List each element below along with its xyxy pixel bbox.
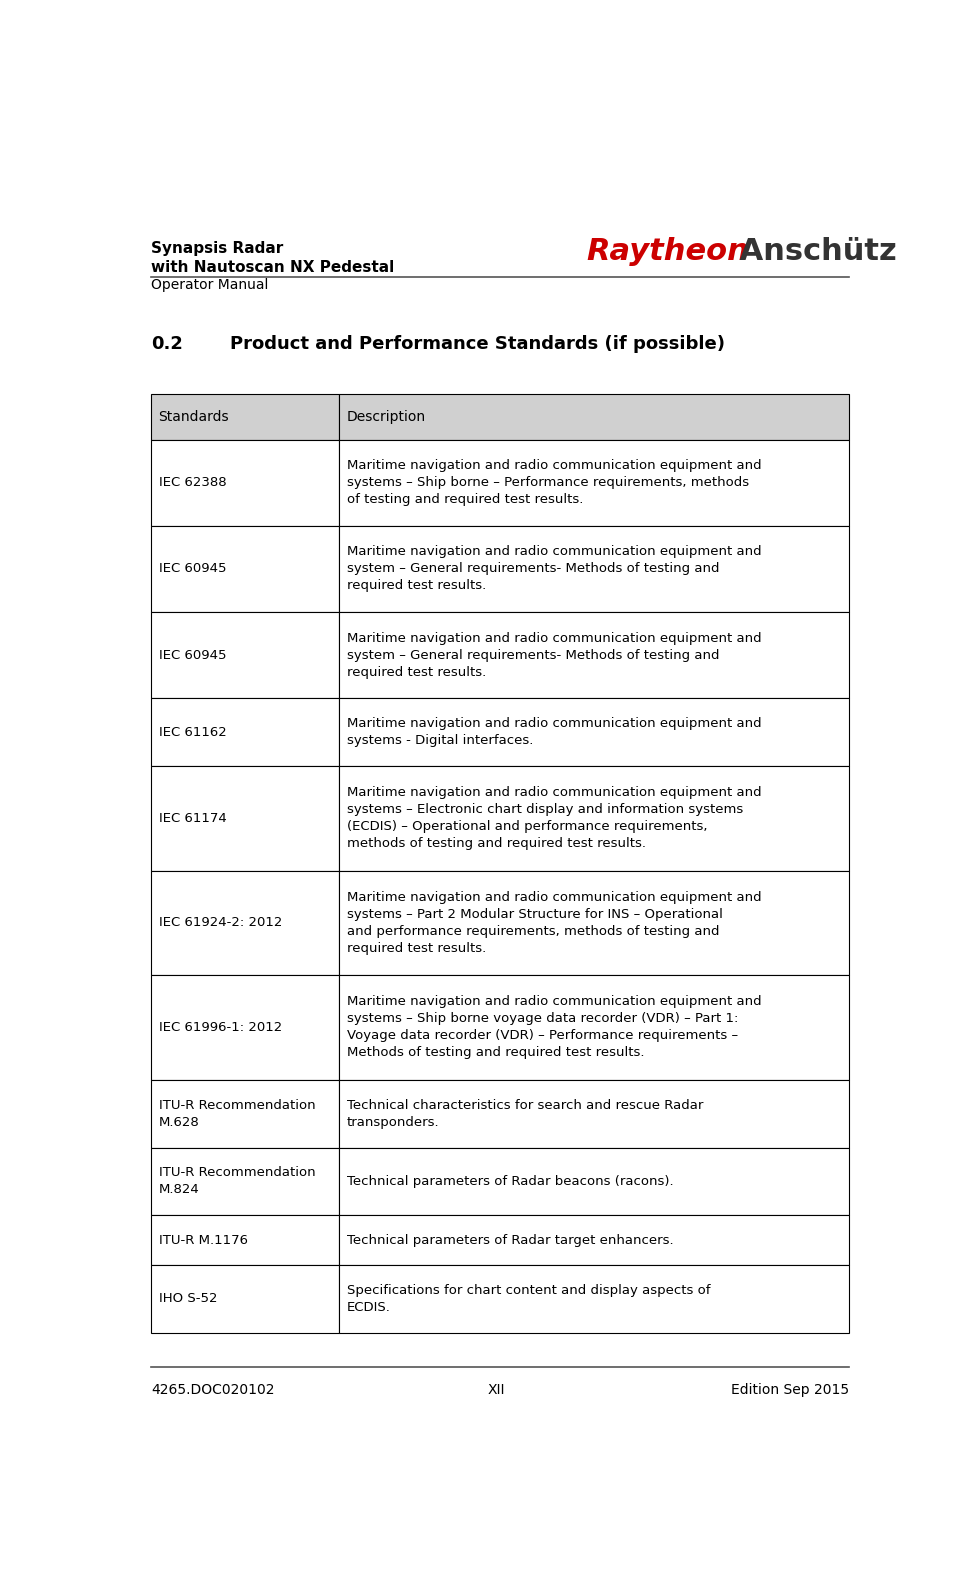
FancyBboxPatch shape (340, 525, 849, 613)
Text: Anschütz: Anschütz (729, 237, 896, 266)
Text: Maritime navigation and radio communication equipment and
systems – Ship borne v: Maritime navigation and radio communicat… (347, 996, 762, 1060)
FancyBboxPatch shape (151, 1265, 340, 1333)
Text: Operator Manual: Operator Manual (151, 278, 268, 291)
FancyBboxPatch shape (151, 1080, 340, 1147)
Text: Description: Description (347, 410, 426, 423)
Text: 0.2: 0.2 (151, 336, 183, 353)
FancyBboxPatch shape (340, 439, 849, 525)
Text: IEC 61996-1: 2012: IEC 61996-1: 2012 (159, 1021, 282, 1034)
FancyBboxPatch shape (151, 439, 340, 525)
FancyBboxPatch shape (151, 1216, 340, 1265)
Text: IEC 61162: IEC 61162 (159, 725, 227, 738)
Text: with Nautoscan NX Pedestal: with Nautoscan NX Pedestal (151, 259, 394, 275)
Text: IEC 61924-2: 2012: IEC 61924-2: 2012 (159, 916, 282, 929)
Text: 4265.DOC020102: 4265.DOC020102 (151, 1383, 275, 1397)
FancyBboxPatch shape (151, 613, 340, 698)
FancyBboxPatch shape (151, 525, 340, 613)
FancyBboxPatch shape (340, 613, 849, 698)
Text: Edition Sep 2015: Edition Sep 2015 (731, 1383, 849, 1397)
Text: Specifications for chart content and display aspects of
ECDIS.: Specifications for chart content and dis… (347, 1284, 711, 1314)
FancyBboxPatch shape (340, 870, 849, 975)
FancyBboxPatch shape (340, 1147, 849, 1216)
Text: ITU-R Recommendation
M.824: ITU-R Recommendation M.824 (159, 1166, 316, 1196)
FancyBboxPatch shape (151, 698, 340, 765)
FancyBboxPatch shape (340, 975, 849, 1080)
Text: ITU-R M.1176: ITU-R M.1176 (159, 1233, 248, 1247)
Text: Maritime navigation and radio communication equipment and
systems - Digital inte: Maritime navigation and radio communicat… (347, 718, 762, 748)
Text: Raytheon: Raytheon (587, 237, 749, 266)
Text: IEC 60945: IEC 60945 (159, 562, 226, 576)
Text: Product and Performance Standards (if possible): Product and Performance Standards (if po… (229, 336, 725, 353)
FancyBboxPatch shape (340, 765, 849, 870)
Text: Maritime navigation and radio communication equipment and
systems – Electronic c: Maritime navigation and radio communicat… (347, 786, 762, 850)
FancyBboxPatch shape (151, 870, 340, 975)
Text: XII: XII (487, 1383, 505, 1397)
FancyBboxPatch shape (340, 698, 849, 765)
FancyBboxPatch shape (151, 975, 340, 1080)
Text: Technical characteristics for search and rescue Radar
transponders.: Technical characteristics for search and… (347, 1099, 704, 1128)
Text: IEC 60945: IEC 60945 (159, 649, 226, 662)
Text: Technical parameters of Radar beacons (racons).: Technical parameters of Radar beacons (r… (347, 1176, 674, 1188)
FancyBboxPatch shape (340, 1080, 849, 1147)
FancyBboxPatch shape (151, 765, 340, 870)
Text: Maritime navigation and radio communication equipment and
systems – Part 2 Modul: Maritime navigation and radio communicat… (347, 891, 762, 955)
Text: IEC 62388: IEC 62388 (159, 476, 227, 488)
FancyBboxPatch shape (340, 395, 849, 439)
Text: ITU-R Recommendation
M.628: ITU-R Recommendation M.628 (159, 1099, 316, 1128)
Text: Synapsis Radar: Synapsis Radar (151, 242, 284, 256)
Text: Standards: Standards (159, 410, 229, 423)
Text: Maritime navigation and radio communication equipment and
system – General requi: Maritime navigation and radio communicat… (347, 546, 762, 592)
FancyBboxPatch shape (340, 1216, 849, 1265)
Text: Technical parameters of Radar target enhancers.: Technical parameters of Radar target enh… (347, 1233, 674, 1247)
FancyBboxPatch shape (151, 1147, 340, 1216)
Text: Maritime navigation and radio communication equipment and
system – General requi: Maritime navigation and radio communicat… (347, 632, 762, 678)
FancyBboxPatch shape (340, 1265, 849, 1333)
Text: IEC 61174: IEC 61174 (159, 811, 227, 824)
Text: Maritime navigation and radio communication equipment and
systems – Ship borne –: Maritime navigation and radio communicat… (347, 460, 762, 506)
FancyBboxPatch shape (151, 395, 340, 439)
Text: IHO S-52: IHO S-52 (159, 1292, 217, 1305)
